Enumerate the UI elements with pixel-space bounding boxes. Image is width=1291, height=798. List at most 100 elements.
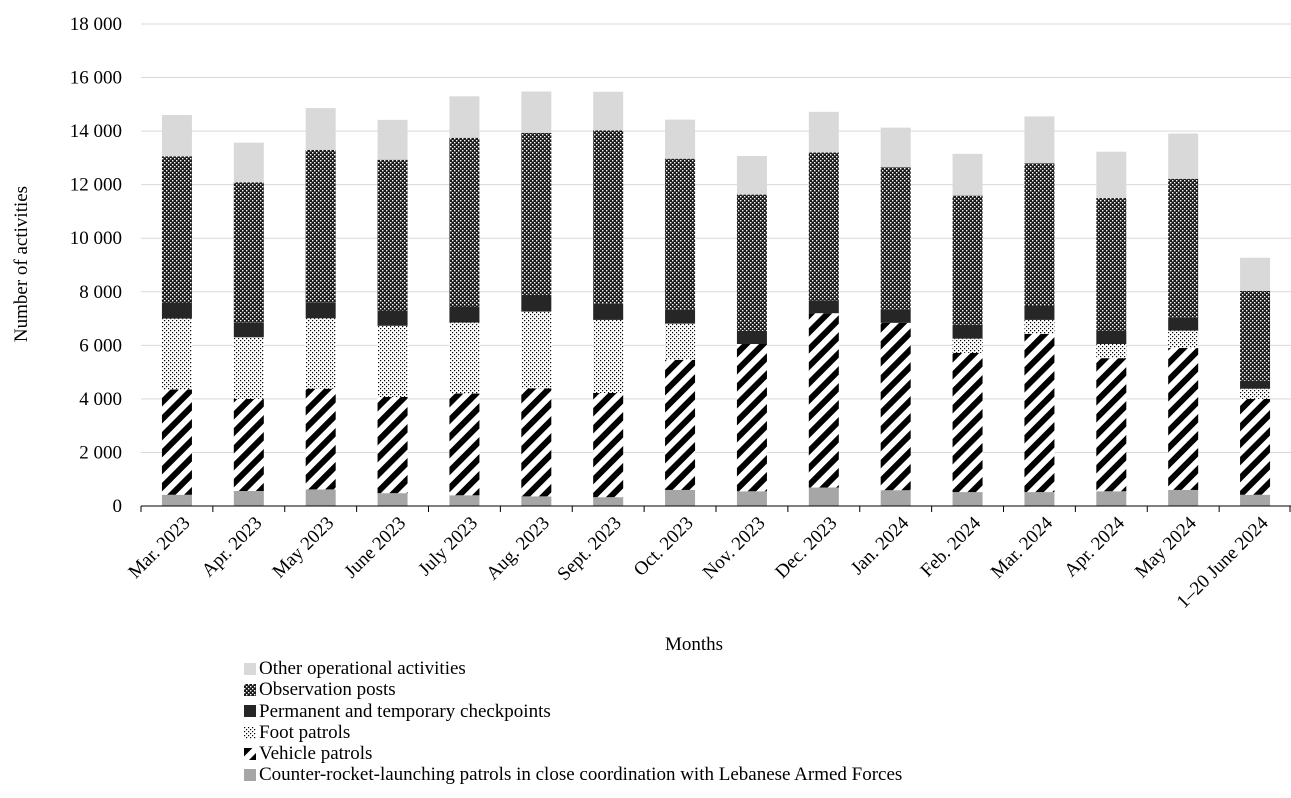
bar-segment-1: [521, 388, 552, 497]
bar-segment-4: [521, 132, 552, 295]
bar-segment-5: [665, 119, 696, 159]
legend-swatch-observation-posts: [244, 683, 256, 696]
legend-label-foot-patrols: Foot patrols: [259, 721, 351, 743]
bar-segment-4: [305, 149, 336, 303]
bar-segment-0: [808, 487, 839, 506]
bar-segment-2: [665, 323, 696, 360]
bar-segment-2: [593, 319, 624, 393]
bar-segment-4: [665, 158, 696, 310]
x-tick-label: Feb. 2024: [917, 512, 986, 581]
bar-segment-0: [1096, 491, 1127, 506]
y-tick-label: 6 000: [79, 335, 122, 356]
bar-segment-0: [233, 491, 264, 506]
x-tick-label: May 2023: [269, 513, 339, 583]
bar-segment-5: [1240, 257, 1271, 291]
y-tick-label: 18 000: [70, 14, 122, 35]
x-tick-label: Sept. 2023: [553, 513, 625, 585]
bar-segment-4: [233, 182, 264, 323]
bar-segment-1: [1096, 358, 1127, 492]
x-axis-ticks: Mar. 2023 Apr. 2023 May 2023 June 2023 July …: [124, 506, 1291, 613]
bar-segment-4: [952, 195, 983, 325]
x-tick-label: Nov. 2023: [699, 513, 770, 584]
legend-item-observation-posts: Observation posts: [244, 679, 902, 700]
bar-segment-4: [1096, 198, 1127, 331]
bar-segment-1: [233, 398, 264, 492]
y-axis-label: Number of activities: [11, 186, 32, 342]
x-tick-label: Jan. 2024: [847, 512, 914, 579]
bar-segment-3: [1168, 317, 1199, 331]
bar-segment-1: [880, 322, 911, 491]
bar-segment-0: [1024, 492, 1055, 506]
legend-label-other: Other operational activities: [259, 658, 466, 679]
bar-segment-1: [161, 389, 192, 495]
legend-item-other: Other operational activities: [244, 658, 902, 679]
bar-segment-4: [1168, 178, 1199, 318]
bar-segment-5: [808, 111, 839, 153]
bar-segment-0: [449, 495, 480, 506]
bar-segment-2: [952, 338, 983, 353]
bar-segment-1: [1168, 348, 1199, 490]
bar-segment-5: [1168, 133, 1199, 179]
bar-segment-1: [1024, 333, 1055, 493]
legend-label-observation-posts: Observation posts: [259, 679, 396, 701]
bar-segment-4: [736, 194, 767, 331]
bar-segment-3: [1240, 380, 1271, 389]
legend-swatch-counter-rocket: [244, 769, 256, 782]
bar-segment-3: [161, 302, 192, 319]
x-tick-label: Dec. 2023: [771, 513, 841, 583]
bar-segment-0: [665, 489, 696, 506]
bars: [161, 91, 1271, 506]
legend-item-vehicle-patrols: Vehicle patrols: [244, 743, 902, 764]
bar-segment-5: [449, 96, 480, 138]
bar-segment-3: [1096, 330, 1127, 344]
bar-segment-2: [377, 325, 408, 398]
y-tick-label: 12 000: [70, 175, 122, 196]
bar-segment-5: [880, 127, 911, 168]
bar-segment-3: [1024, 305, 1055, 320]
bar-segment-3: [449, 306, 480, 323]
legend-label-vehicle-patrols: Vehicle patrols: [259, 743, 373, 765]
bar-segment-3: [593, 303, 624, 320]
bar-segment-3: [305, 302, 336, 319]
bar-segment-3: [952, 324, 983, 339]
bar-segment-1: [736, 343, 767, 492]
legend: Other operational activities Observation…: [244, 658, 902, 786]
x-tick-label: July 2023: [414, 513, 481, 580]
y-axis-ticks: 0 2 000 4 000 6 000 8 000 10 000 12 000 14 000 1…: [70, 14, 122, 517]
x-tick-label: Mar. 2024: [987, 512, 1057, 582]
bar-segment-4: [593, 130, 624, 304]
bar-segment-2: [233, 337, 264, 399]
legend-item-foot-patrols: Foot patrols: [244, 722, 902, 743]
bar-segment-5: [377, 119, 408, 160]
bar-segment-4: [1024, 163, 1055, 306]
y-tick-label: 16 000: [70, 68, 122, 89]
bar-segment-5: [233, 142, 264, 183]
x-tick-label: May 2024: [1131, 512, 1201, 582]
bar-segment-2: [305, 318, 336, 389]
stacked-bar-chart: 0 2 000 4 000 6 000 8 000 10 000 12 000 14 000 1…: [11, 14, 1291, 655]
bar-segment-0: [377, 493, 408, 506]
bar-segment-1: [593, 392, 624, 498]
bar-segment-2: [521, 311, 552, 389]
bar-segment-0: [305, 489, 336, 506]
legend-label-checkpoints: Permanent and temporary checkpoints: [259, 700, 551, 722]
bar-segment-0: [593, 497, 624, 506]
y-tick-label: 4 000: [79, 389, 122, 410]
y-tick-label: 14 000: [70, 121, 122, 142]
bar-segment-3: [521, 294, 552, 312]
bar-segment-0: [521, 496, 552, 506]
bar-segment-1: [305, 388, 336, 490]
x-axis-label: Months: [665, 634, 723, 655]
bar-segment-4: [449, 137, 480, 307]
legend-swatch-other: [244, 662, 256, 675]
bar-segment-2: [1168, 330, 1199, 349]
bar-segment-0: [1240, 494, 1271, 506]
bar-segment-5: [305, 108, 336, 150]
bar-segment-2: [449, 322, 480, 394]
y-tick-label: 10 000: [70, 228, 122, 249]
bar-segment-1: [665, 359, 696, 490]
bar-segment-5: [161, 115, 192, 157]
legend-swatch-checkpoints: [244, 705, 256, 718]
bar-segment-2: [1096, 343, 1127, 359]
bar-segment-0: [161, 494, 192, 506]
